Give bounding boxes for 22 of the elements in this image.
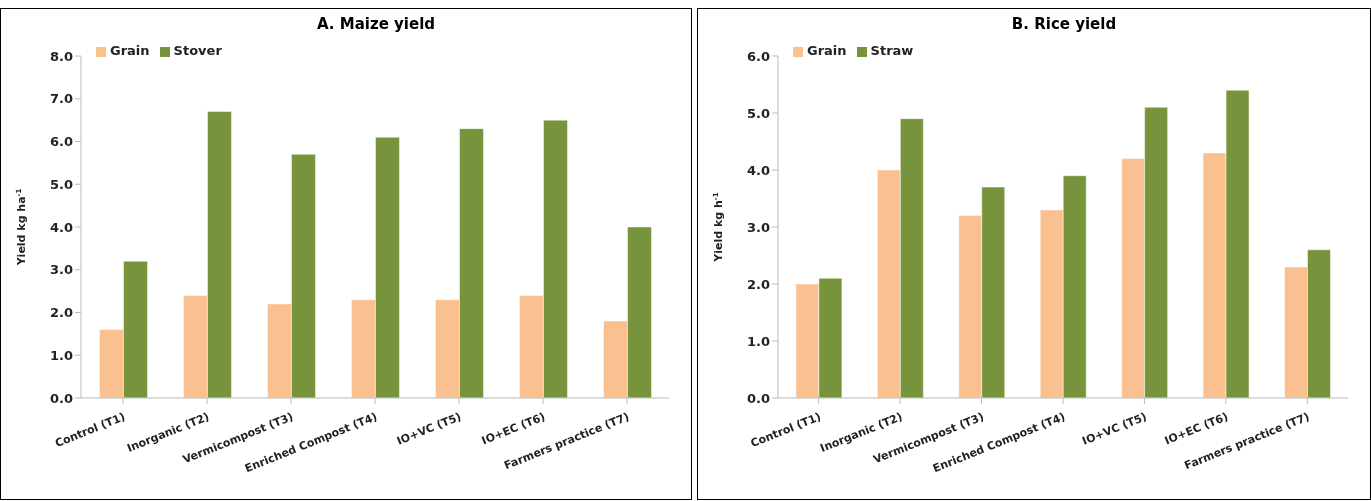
y-tick-label: 2.0 xyxy=(49,305,73,321)
legend-label: Grain xyxy=(807,43,847,58)
legend-label: Grain xyxy=(110,43,150,58)
y-tick-label: 3.0 xyxy=(746,219,770,235)
y-tick-label: 6.0 xyxy=(49,134,73,150)
y-tick-label: 4.0 xyxy=(49,219,73,235)
y-tick-label: 0.0 xyxy=(49,390,73,406)
y-tick-label: 5.0 xyxy=(746,105,770,121)
y-tick-label: 0.0 xyxy=(746,390,770,406)
chart-title: A. Maize yield xyxy=(315,15,437,33)
y-tick-label: 8.0 xyxy=(49,48,73,64)
y-tick-label: 1.0 xyxy=(746,333,770,349)
y-tick-label: 4.0 xyxy=(746,162,770,178)
y-tick-label: 6.0 xyxy=(746,48,770,64)
y-tick-label: 5.0 xyxy=(49,176,73,192)
legend-label: Straw xyxy=(870,43,914,58)
y-tick-label: 1.0 xyxy=(49,347,73,363)
y-tick-label: 7.0 xyxy=(49,91,73,107)
legend-label: Stover xyxy=(173,43,222,58)
chart-title: B. Rice yield xyxy=(1010,15,1118,33)
y-tick-label: 2.0 xyxy=(746,276,770,292)
y-tick-label: 3.0 xyxy=(49,262,73,278)
